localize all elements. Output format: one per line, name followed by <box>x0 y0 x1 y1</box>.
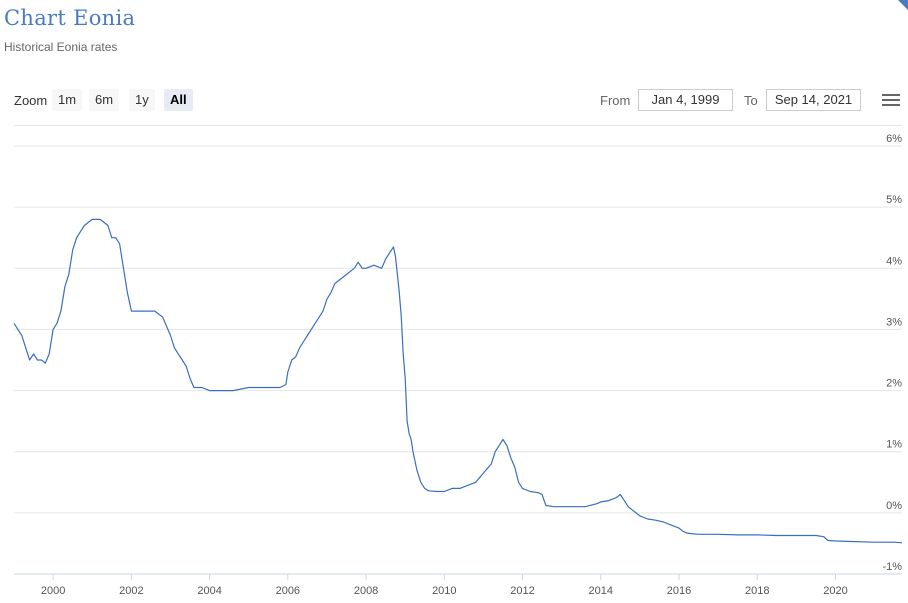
x-tick-label: 2004 <box>197 585 221 597</box>
y-tick-label: 0% <box>886 500 902 512</box>
toolbar-divider <box>14 125 902 126</box>
y-tick-label: 3% <box>886 316 902 328</box>
x-tick-label: 2014 <box>589 585 613 597</box>
y-tick-label: 2% <box>886 378 902 390</box>
zoom-1y-button[interactable]: 1y <box>129 89 155 111</box>
zoom-1m-button[interactable]: 1m <box>52 89 83 111</box>
x-tick-label: 2010 <box>432 585 456 597</box>
hamburger-icon[interactable] <box>882 94 900 108</box>
to-date-input[interactable]: Sep 14, 2021 <box>766 89 861 111</box>
eonia-line-chart: -1%0%1%2%3%4%5%6% 2000 2002 2004 2006 2008 20… <box>13 133 903 597</box>
y-tick-label: 1% <box>886 439 902 451</box>
x-tick-label: 2018 <box>745 585 769 597</box>
page-title: Chart Eonia <box>4 6 136 30</box>
page-subtitle: Historical Eonia rates <box>4 40 118 54</box>
from-date-input[interactable]: Jan 4, 1999 <box>638 89 733 111</box>
corner-accent <box>898 0 908 10</box>
y-tick-label: -1% <box>882 561 902 573</box>
x-tick-label: 2008 <box>354 585 378 597</box>
zoom-6m-button[interactable]: 6m <box>89 89 120 111</box>
y-tick-label: 5% <box>886 194 902 206</box>
x-tick-label: 2006 <box>276 585 300 597</box>
x-tick-label: 2002 <box>119 585 143 597</box>
chart-gridlines <box>14 145 902 575</box>
y-tick-label: 4% <box>886 255 902 267</box>
x-tick-label: 2016 <box>667 585 691 597</box>
from-label: From <box>600 93 631 108</box>
zoom-label: Zoom <box>14 93 48 108</box>
x-tick-label: 2020 <box>823 585 847 597</box>
series-line <box>13 218 903 544</box>
to-label: To <box>744 93 758 108</box>
x-tick-label: 2000 <box>41 585 65 597</box>
x-axis: 2000 2002 2004 2006 2008 2010 2012 2014 2016 2018… <box>14 573 902 597</box>
zoom-all-button[interactable]: All <box>164 89 193 111</box>
y-tick-label: 6% <box>886 133 902 145</box>
y-axis: -1% 0% 1% 2% 3% 4% 5% 6% <box>882 133 902 573</box>
chart-series <box>13 218 903 544</box>
x-tick-label: 2012 <box>510 585 534 597</box>
